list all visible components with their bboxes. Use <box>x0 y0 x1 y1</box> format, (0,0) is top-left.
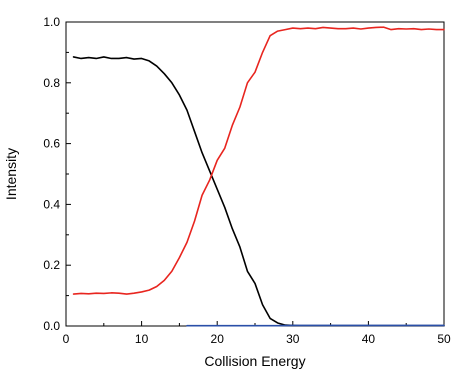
y-tick-label: 0.8 <box>43 76 60 90</box>
axis-ticks: 0 10 20 30 40 50 0.0 0.2 0.4 0.6 0.8 1.0 <box>43 15 451 346</box>
x-tick-label: 40 <box>362 332 376 346</box>
x-tick-label: 50 <box>437 332 451 346</box>
series-layer <box>72 26 445 327</box>
x-tick-label: 10 <box>135 332 149 346</box>
y-tick-label: 0.6 <box>43 137 60 151</box>
y-tick-label: 0.0 <box>43 319 60 333</box>
series-line-2 <box>72 26 445 295</box>
x-tick-label: 20 <box>211 332 225 346</box>
series-line-1 <box>72 56 445 327</box>
y-tick-label: 0.2 <box>43 258 60 272</box>
y-tick-label: 1.0 <box>43 15 60 29</box>
plot-frame <box>65 21 445 327</box>
x-tick-label: 0 <box>63 332 70 346</box>
x-tick-label: 30 <box>286 332 300 346</box>
y-tick-label: 0.4 <box>43 197 60 211</box>
x-axis-title: Collision Energy <box>204 353 305 369</box>
y-axis-title: Intensity <box>3 148 19 200</box>
